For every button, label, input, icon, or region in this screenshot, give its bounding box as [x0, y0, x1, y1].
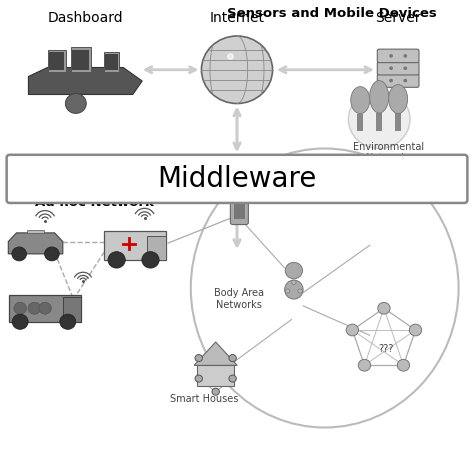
- Circle shape: [292, 280, 296, 284]
- Circle shape: [108, 252, 125, 268]
- Circle shape: [348, 90, 410, 148]
- Text: Server: Server: [375, 11, 421, 25]
- Polygon shape: [197, 365, 234, 386]
- Circle shape: [389, 79, 393, 82]
- Circle shape: [28, 302, 41, 314]
- Polygon shape: [395, 113, 401, 130]
- Ellipse shape: [370, 81, 389, 113]
- Polygon shape: [48, 50, 66, 72]
- Polygon shape: [147, 237, 166, 260]
- Text: Dashboard: Dashboard: [47, 11, 123, 25]
- Circle shape: [229, 375, 237, 382]
- Polygon shape: [234, 202, 245, 219]
- Circle shape: [389, 67, 393, 70]
- Circle shape: [195, 355, 202, 362]
- Text: ???: ???: [379, 344, 394, 354]
- FancyBboxPatch shape: [377, 62, 419, 75]
- Polygon shape: [194, 342, 237, 365]
- Text: Smart Houses: Smart Houses: [170, 394, 238, 404]
- Circle shape: [403, 54, 407, 58]
- Circle shape: [65, 94, 86, 113]
- Circle shape: [12, 247, 27, 261]
- Circle shape: [212, 388, 219, 395]
- Ellipse shape: [351, 86, 370, 113]
- Text: Environmental
Networks: Environmental Networks: [353, 142, 424, 163]
- Circle shape: [346, 324, 358, 336]
- Circle shape: [298, 289, 302, 293]
- FancyBboxPatch shape: [230, 194, 248, 225]
- Circle shape: [403, 67, 407, 70]
- Text: Ad hoc Network: Ad hoc Network: [36, 196, 154, 209]
- Text: Sensors and Mobile Devices: Sensors and Mobile Devices: [227, 7, 437, 20]
- Polygon shape: [8, 233, 63, 254]
- Circle shape: [378, 302, 390, 314]
- Polygon shape: [63, 297, 81, 322]
- Circle shape: [410, 324, 422, 336]
- Polygon shape: [27, 230, 44, 233]
- Circle shape: [403, 79, 407, 82]
- Circle shape: [397, 360, 410, 371]
- Circle shape: [14, 302, 27, 314]
- Polygon shape: [71, 47, 91, 72]
- FancyBboxPatch shape: [377, 49, 419, 63]
- Text: Internet: Internet: [210, 11, 264, 25]
- FancyBboxPatch shape: [377, 74, 419, 87]
- Circle shape: [201, 36, 273, 104]
- Polygon shape: [9, 295, 81, 322]
- Circle shape: [285, 262, 302, 279]
- Circle shape: [195, 375, 202, 382]
- Circle shape: [285, 289, 290, 293]
- Circle shape: [142, 252, 159, 268]
- Polygon shape: [28, 68, 142, 94]
- Polygon shape: [105, 54, 118, 70]
- Circle shape: [39, 302, 51, 314]
- FancyBboxPatch shape: [7, 155, 467, 203]
- Circle shape: [12, 314, 28, 329]
- Polygon shape: [72, 50, 89, 70]
- Circle shape: [60, 314, 76, 329]
- Circle shape: [389, 54, 393, 58]
- Circle shape: [358, 360, 371, 371]
- Circle shape: [229, 355, 237, 362]
- Polygon shape: [376, 113, 382, 130]
- Polygon shape: [357, 113, 363, 130]
- Text: Body Area
Networks: Body Area Networks: [214, 288, 264, 310]
- Polygon shape: [103, 52, 119, 72]
- Polygon shape: [104, 230, 166, 260]
- Text: Middleware: Middleware: [157, 165, 317, 193]
- Ellipse shape: [389, 85, 408, 113]
- Circle shape: [45, 247, 59, 261]
- Ellipse shape: [284, 280, 303, 299]
- Polygon shape: [49, 52, 64, 70]
